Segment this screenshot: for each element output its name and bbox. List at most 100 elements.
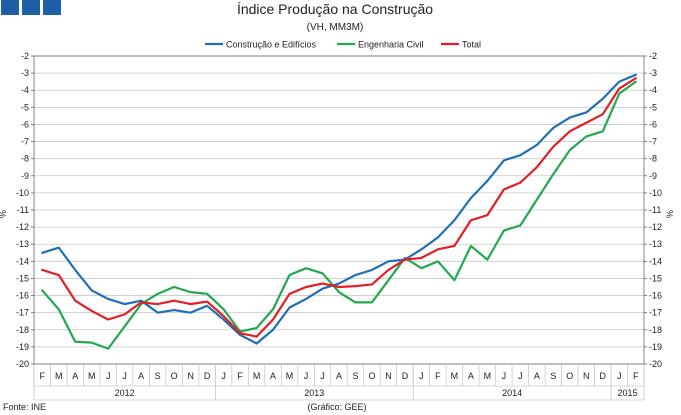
y-tick-label-left: -17: [16, 308, 29, 318]
y-tick-label-right: -11: [649, 205, 661, 215]
x-tick-label: F: [633, 371, 639, 381]
y-axis-ticks: -2 -2 -3 -3 -4 -4 -5 -5 -6 -6 -7 -7 -8 -8 -9 -9 -10 -10 -1…: [16, 51, 662, 369]
chart-title: Índice Produção na Construção: [237, 1, 433, 17]
y-tick-label-left: -19: [16, 342, 29, 352]
x-tick-label: M: [88, 371, 96, 381]
y-tick-label-right: -13: [649, 239, 662, 249]
x-tick-label: M: [484, 371, 492, 381]
legend-label-engenharia: Engenharia Civil: [358, 40, 424, 50]
year-label: 2012: [115, 388, 135, 398]
y-tick-label-left: -4: [21, 85, 29, 95]
x-tick-label: J: [122, 371, 127, 381]
x-tick-label: A: [72, 371, 78, 381]
x-tick-label: J: [320, 371, 325, 381]
x-tick-label: N: [187, 371, 194, 381]
x-tick-label: O: [368, 371, 375, 381]
x-tick-label: D: [600, 371, 607, 381]
y-tick-label-left: -11: [17, 205, 29, 215]
year-label: 2015: [617, 388, 637, 398]
x-tick-label: J: [518, 371, 523, 381]
x-tick-label: J: [419, 371, 424, 381]
y-tick-label-left: -12: [16, 222, 29, 232]
x-tick-label: S: [550, 371, 556, 381]
y-tick-label-right: -14: [649, 256, 662, 266]
x-tick-label: A: [336, 371, 342, 381]
x-tick-label: F: [237, 371, 243, 381]
x-tick-label: M: [55, 371, 63, 381]
x-axis-ticks: F M A M J J A S O N D J F M A M J J A S O N D J F M A M J J A S O N D J F201…: [33, 364, 645, 401]
y-tick-label-right: -7: [649, 137, 657, 147]
y-tick-label-right: -4: [649, 85, 657, 95]
x-tick-label: M: [253, 371, 261, 381]
x-tick-label: N: [385, 371, 392, 381]
y-tick-label-right: -16: [649, 291, 662, 301]
y-tick-label-left: -2: [21, 51, 29, 61]
y-tick-label-right: -20: [649, 359, 662, 369]
series-lines: [41, 73, 637, 350]
y-tick-label-right: -18: [649, 325, 662, 335]
x-tick-label: J: [106, 371, 111, 381]
chart-subtitle: (VH, MM3M): [307, 22, 364, 33]
legend-label-construcao: Construção e Edifícios: [226, 40, 317, 50]
series-line-total: [41, 77, 637, 338]
x-tick-label: O: [566, 371, 573, 381]
x-tick-label: J: [221, 371, 226, 381]
y-tick-label-left: -10: [16, 188, 29, 198]
grid: [33, 55, 645, 365]
x-tick-label: J: [502, 371, 507, 381]
y-tick-label-right: -5: [649, 102, 657, 112]
y-tick-label-left: -6: [21, 119, 29, 129]
year-label: 2014: [502, 388, 522, 398]
legend: Construção e Edifícios Engenharia Civil …: [205, 40, 481, 50]
x-tick-label: A: [138, 371, 144, 381]
y-tick-label-left: -16: [16, 291, 29, 301]
y-axis-label-right: %: [665, 210, 675, 218]
x-tick-label: O: [171, 371, 178, 381]
x-tick-label: F: [435, 371, 441, 381]
y-axis-label-left: %: [0, 210, 8, 218]
y-tick-label-left: -5: [21, 102, 29, 112]
logo-square: [43, 0, 61, 15]
x-tick-label: D: [204, 371, 211, 381]
x-tick-label: S: [155, 371, 161, 381]
x-tick-label: M: [451, 371, 459, 381]
y-tick-label-left: -8: [21, 154, 29, 164]
x-tick-label: J: [617, 371, 622, 381]
series-line-engenharia: [41, 80, 637, 350]
y-tick-label-right: -8: [649, 154, 657, 164]
y-tick-label-right: -3: [649, 68, 657, 78]
y-tick-label-left: -13: [16, 239, 29, 249]
source-note: Fonte: INE: [3, 402, 46, 412]
legend-label-total: Total: [462, 40, 481, 50]
y-tick-label-right: -17: [649, 308, 662, 318]
x-tick-label: F: [39, 371, 45, 381]
y-tick-label-left: -14: [16, 256, 29, 266]
series-line-construcao: [41, 73, 637, 345]
y-tick-label-right: -6: [649, 119, 657, 129]
year-label: 2013: [304, 388, 324, 398]
x-tick-label: D: [402, 371, 409, 381]
x-tick-label: A: [534, 371, 540, 381]
logo-square: [22, 0, 40, 15]
y-tick-label-right: -12: [649, 222, 662, 232]
x-tick-label: N: [583, 371, 590, 381]
y-tick-label-right: -19: [649, 342, 662, 352]
y-tick-label-left: -3: [21, 68, 29, 78]
logo-square: [1, 0, 19, 15]
y-tick-label-right: -10: [649, 188, 662, 198]
x-tick-label: A: [270, 371, 276, 381]
y-tick-label-right: -9: [649, 171, 657, 181]
y-tick-label-left: -18: [16, 325, 29, 335]
x-tick-label: M: [286, 371, 294, 381]
x-tick-label: A: [468, 371, 474, 381]
y-tick-label-left: -15: [16, 273, 29, 283]
x-tick-label: J: [304, 371, 309, 381]
x-tick-label: S: [352, 371, 358, 381]
y-tick-label-right: -15: [649, 273, 662, 283]
y-tick-label-left: -20: [16, 359, 29, 369]
y-tick-label-left: -9: [21, 171, 29, 181]
y-tick-label-right: -2: [649, 51, 657, 61]
y-tick-label-left: -7: [21, 137, 29, 147]
credit-note: (Gráfico: GEE): [307, 402, 366, 412]
